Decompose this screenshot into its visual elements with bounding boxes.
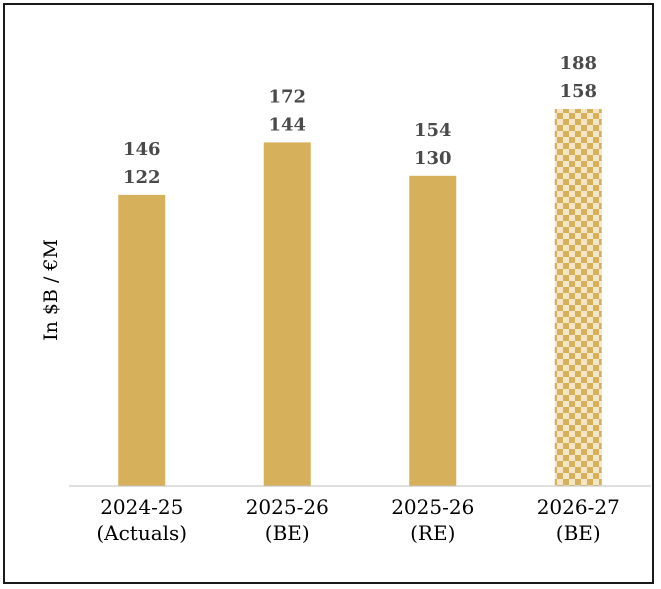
data-label-3-1: 158 [559,81,597,102]
x-tick-label-1-1: (BE) [265,521,310,545]
x-tick-label-3-0: 2026-27 [537,495,620,519]
x-tick-labels: 2024-25(Actuals)2025-26(BE)2025-26(RE)20… [96,495,619,545]
bars-group [118,109,602,486]
x-tick-label-3-1: (BE) [556,521,601,545]
x-tick-label-2-1: (RE) [410,521,455,545]
data-label-0-1: 122 [123,167,161,188]
data-label-0-0: 146 [123,139,161,160]
data-label-1-0: 172 [268,86,306,107]
x-tick-label-0-1: (Actuals) [96,521,187,545]
bar-3 [554,109,602,486]
bar-0 [118,194,166,486]
data-labels: 146 122 172 144 154 130 188 158 [123,53,597,188]
data-label-3-0: 188 [559,53,597,74]
y-axis-label: In $B / €M [40,239,62,341]
data-label-1-1: 144 [268,114,306,135]
bar-chart: In $B / €M 2024-25(Actuals)2025-26(BE)20… [40,53,651,545]
chart-frame: In $B / €M 2024-25 (Actuals) 2025-26 (BE) 20… [3,3,654,584]
bar-1 [263,142,311,486]
data-label-2-1: 130 [414,148,452,169]
x-tick-label-0-0: 2024-25 [100,495,183,519]
x-tick-label-2-0: 2025-26 [391,495,474,519]
bar-2 [409,175,457,486]
data-label-2-0: 154 [414,120,452,141]
x-tick-label-1-0: 2025-26 [246,495,329,519]
